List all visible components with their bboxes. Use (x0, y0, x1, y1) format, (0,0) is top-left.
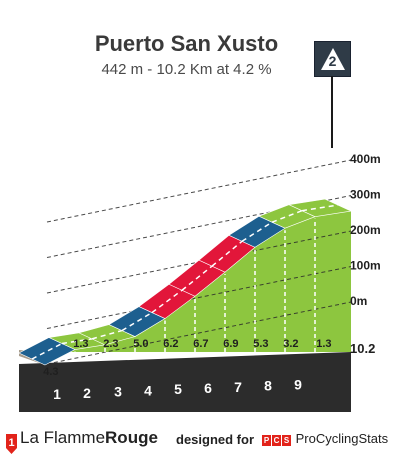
climb-subtitle: 442 m - 10.2 Km at 4.2 % (101, 61, 272, 78)
km-tick-label: 5 (174, 381, 182, 397)
gradient-label: 3.2 (283, 338, 298, 350)
mountain-category-icon (321, 48, 345, 70)
km-tick-label: 8 (264, 378, 272, 394)
flame-icon: 1 (6, 434, 17, 454)
elevation-tick-label: 0m (350, 294, 367, 308)
profile-side-face (45, 211, 351, 365)
gradient-label: 6.9 (223, 338, 238, 350)
segment-center-line (31, 342, 63, 360)
km-tick-label: 6 (204, 380, 212, 396)
elevation-tick-label: 300m (350, 188, 381, 202)
segment-center-line (181, 265, 213, 291)
gradient-label: 6.2 (163, 338, 178, 350)
segment-center-line (121, 311, 153, 332)
brand-left-prefix: La Flamme (20, 428, 106, 447)
km-tick-label: 1 (53, 386, 61, 402)
segment-center-line (241, 221, 273, 242)
pcs-letter-p: P (262, 435, 271, 446)
elevation-grid-line (46, 195, 352, 258)
km-tick-label: 4 (144, 382, 152, 398)
gradient-label: 1.3 (316, 338, 331, 350)
elevation-tick-label: 100m (350, 259, 381, 273)
gradient-label: 2.3 (103, 338, 118, 350)
summit-marker-line (331, 76, 333, 148)
total-distance-label: 10.2 (350, 341, 375, 356)
category-badge: 2 (314, 41, 351, 77)
elevation-tick-label: 200m (350, 223, 381, 237)
brand-right: ProCyclingStats (295, 431, 389, 446)
elevation-grid-line (46, 266, 352, 329)
gradient-label: 5.0 (133, 338, 148, 350)
category-number: 2 (328, 53, 337, 69)
km-tick-label: 9 (294, 376, 302, 392)
elevation-profile-chart: 4.3 1.3 2.3 5.0 6.2 6.7 6.9 5.3 3.2 1.3 0m 100m 200m… (18, 152, 381, 412)
segment-center-line (301, 204, 339, 212)
profile-base-front (19, 388, 351, 412)
designed-for-label: designed for (176, 432, 255, 447)
elevation-grid-line (46, 301, 352, 365)
km-tick-label: 7 (234, 379, 242, 395)
segment-center-line (151, 289, 183, 314)
gradient-label: 1.3 (73, 338, 88, 350)
climb-title: Puerto San Xusto (94, 31, 279, 56)
pcs-letter-c: C (272, 435, 281, 446)
km-tick-label: 3 (114, 384, 122, 400)
km-tick-label: 2 (83, 385, 91, 401)
gradient-label: 6.7 (193, 338, 208, 350)
brand-left-suffix: Rouge (105, 428, 158, 447)
segment-center-line (211, 240, 243, 267)
elevation-grid-line (46, 159, 352, 223)
pcs-letter-s: S (282, 435, 291, 446)
la-flamme-rouge-logo: 1 La FlammeRouge (6, 428, 158, 454)
gradient-label: 5.3 (253, 338, 268, 350)
elevation-tick-label: 400m (350, 152, 381, 166)
gradient-label: 4.3 (43, 366, 58, 378)
